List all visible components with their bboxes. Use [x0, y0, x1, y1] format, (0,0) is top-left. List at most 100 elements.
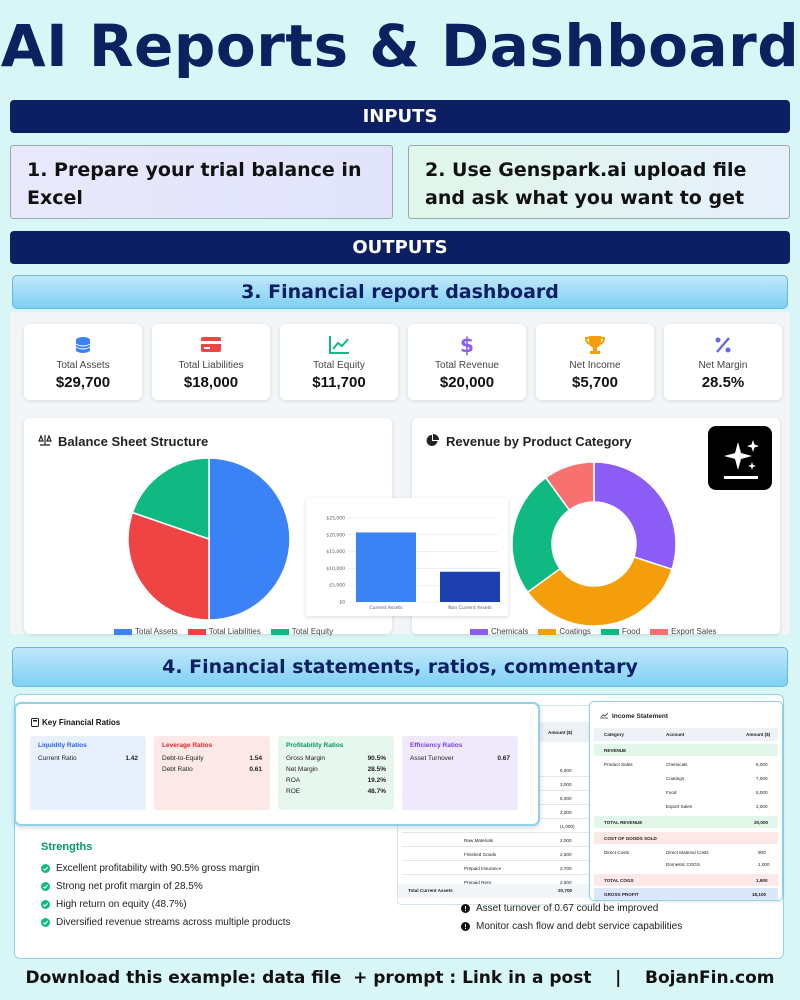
- balance-row-label: Finished Goods: [464, 852, 497, 857]
- legend-item: Export Sales: [650, 627, 717, 636]
- total-revenue-value: 20,000: [754, 820, 769, 825]
- genspark-logo: [708, 426, 772, 490]
- legend-swatch: [270, 628, 289, 635]
- kpi-value: 28.5%: [701, 374, 745, 391]
- legend-label: Chemicals: [491, 627, 529, 636]
- ratio-value: 48.7%: [367, 788, 386, 795]
- ratio-name: Debt Ratio: [162, 766, 193, 773]
- step-1: 1. Prepare your trial balance in Excel: [10, 145, 393, 219]
- y-tick-label: $20,000: [326, 532, 345, 538]
- legend-item: Food: [600, 627, 640, 636]
- kpi-label: Net Margin: [698, 360, 748, 371]
- legend-item: Total Liabilities: [187, 627, 261, 636]
- kpi-card-total-liabilities: Total Liabilities $18,000: [152, 324, 270, 400]
- ratio-name: Net Margin: [286, 766, 318, 773]
- credit-card-icon: [201, 337, 221, 352]
- ratio-value: 28.5%: [367, 766, 386, 773]
- balance-row-value: 2,500: [560, 852, 572, 857]
- revenue-section-label: REVENUE: [604, 748, 627, 753]
- kpi-value: $5,700: [572, 374, 618, 391]
- balance-slice-total-assets: [208, 458, 290, 620]
- kpi-card-net-margin: Net Margin 28.5%: [664, 324, 782, 400]
- total-revenue-label: TOTAL REVENUE: [604, 820, 643, 825]
- legend-label: Total Liabilities: [208, 627, 261, 636]
- ratio-name: Asset Turnover: [410, 755, 454, 762]
- legend-swatch: [187, 628, 206, 635]
- strength-text: High return on equity (48.7%): [56, 899, 187, 910]
- kpi-value: $20,000: [439, 374, 495, 391]
- revenue-legend: Chemicals Coatings Food Export Sales: [470, 627, 717, 636]
- x-tick-label: Current Assets: [370, 605, 404, 611]
- chart-line-icon: [329, 336, 349, 354]
- ratio-group: Profitability Ratios Gross Margin 90.5% …: [278, 736, 394, 810]
- legend-swatch: [470, 628, 488, 635]
- y-tick-label: $10,000: [326, 566, 345, 572]
- calculator-icon: [31, 718, 39, 727]
- total-current-assets-label: Total Current Assets: [408, 888, 453, 893]
- ratio-group-title: Liquidity Ratios: [38, 742, 87, 749]
- step-2: 2. Use Genspark.ai upload file and ask w…: [408, 145, 790, 219]
- balance-row-value: 5,000: [560, 796, 572, 801]
- legend-label: Export Sales: [671, 627, 717, 636]
- income-row-account: Food: [666, 790, 677, 795]
- ratio-value: 1.42: [125, 755, 138, 762]
- revenue-donut-chart: [512, 462, 676, 626]
- gross-profit-label: GROSS PROFIT: [604, 892, 639, 897]
- revenue-slice-coatings: [526, 556, 673, 626]
- ratio-value: 90.5%: [367, 755, 386, 762]
- ratio-row: Gross Margin 90.5%: [286, 755, 386, 762]
- balance-pie-chart: [128, 458, 290, 620]
- assets-bar-chart: $0 $5,000 $10,000 $15,000 $20,000 $25,000 Curr…: [326, 516, 500, 611]
- ratio-group-title: Profitability Ratios: [286, 742, 344, 749]
- coins-icon: [75, 337, 91, 353]
- strength-item: Diversified revenue streams across multi…: [41, 917, 291, 928]
- concerns-list: Asset turnover of 0.67 could be improved…: [461, 903, 682, 939]
- concern-text: Monitor cash flow and debt service capab…: [476, 921, 683, 932]
- kpi-label: Total Equity: [313, 360, 365, 371]
- ratio-group-title: Efficiency Ratios: [410, 742, 463, 749]
- balance-row-value: 2,700: [560, 866, 572, 871]
- strength-text: Diversified revenue streams across multi…: [56, 917, 291, 928]
- strength-text: Strong net profit margin of 28.5%: [56, 881, 203, 892]
- chart-line-icon: [600, 712, 608, 719]
- legend-label: Coatings: [559, 627, 591, 636]
- ratio-row: ROA 19.2%: [286, 777, 386, 784]
- gross-profit-value: 18,100: [752, 892, 767, 897]
- y-tick-label: $0: [339, 600, 345, 606]
- ratio-group: Liquidity Ratios Current Ratio 1.42: [30, 736, 146, 810]
- cogs-row-account: Direct Material Costs: [666, 850, 709, 855]
- revenue-slice-food: [512, 476, 571, 594]
- exclamation-circle-icon: [461, 904, 470, 913]
- ratio-name: Current Ratio: [38, 755, 77, 762]
- legend-swatch: [650, 628, 669, 635]
- income-col-category: Category: [604, 732, 624, 737]
- legend-item: Total Assets: [114, 627, 178, 636]
- income-row-amount: 7,000: [756, 776, 768, 781]
- revenue-slice-export-sales: [544, 462, 595, 512]
- income-statement: Income Statement Category Account Amount…: [589, 701, 783, 901]
- income-title: Income Statement: [612, 713, 668, 720]
- ratio-name: ROE: [286, 788, 301, 795]
- income-row-amount: 6,000: [756, 762, 768, 767]
- revenue-chart-card: Revenue by Product Category Chemicals Coa…: [412, 418, 780, 636]
- ratio-group: Efficiency Ratios Asset Turnover 0.67: [402, 736, 518, 810]
- balance-row-value: (1,000): [560, 824, 575, 829]
- income-row-amount: 2,000: [756, 804, 768, 809]
- exclamation-circle-icon: [461, 922, 470, 931]
- ratio-value: 1.54: [249, 755, 262, 762]
- income-row-account: Chemicals: [666, 762, 688, 767]
- revenue-chart-title: Revenue by Product Category: [446, 434, 632, 449]
- balance-legend: Total Assets Total Liabilities Total Equit…: [114, 627, 333, 636]
- income-col-account: Account: [666, 732, 685, 737]
- ratio-name: ROA: [286, 777, 301, 784]
- outputs-header: OUTPUTS: [10, 231, 790, 264]
- trophy-icon: [584, 336, 606, 354]
- ratio-row: Debt Ratio 0.61: [162, 766, 262, 773]
- step-3-banner: 3. Financial report dashboard: [12, 275, 788, 309]
- income-row-account: Coatings: [666, 776, 685, 781]
- legend-item: Coatings: [538, 627, 591, 636]
- cogs-section-label: COST OF GOODS SOLD: [604, 836, 657, 841]
- kpi-card-total-equity: Total Equity $11,700: [280, 324, 398, 400]
- kpi-label: Net Income: [569, 360, 621, 371]
- income-row-amount: 5,000: [756, 790, 768, 795]
